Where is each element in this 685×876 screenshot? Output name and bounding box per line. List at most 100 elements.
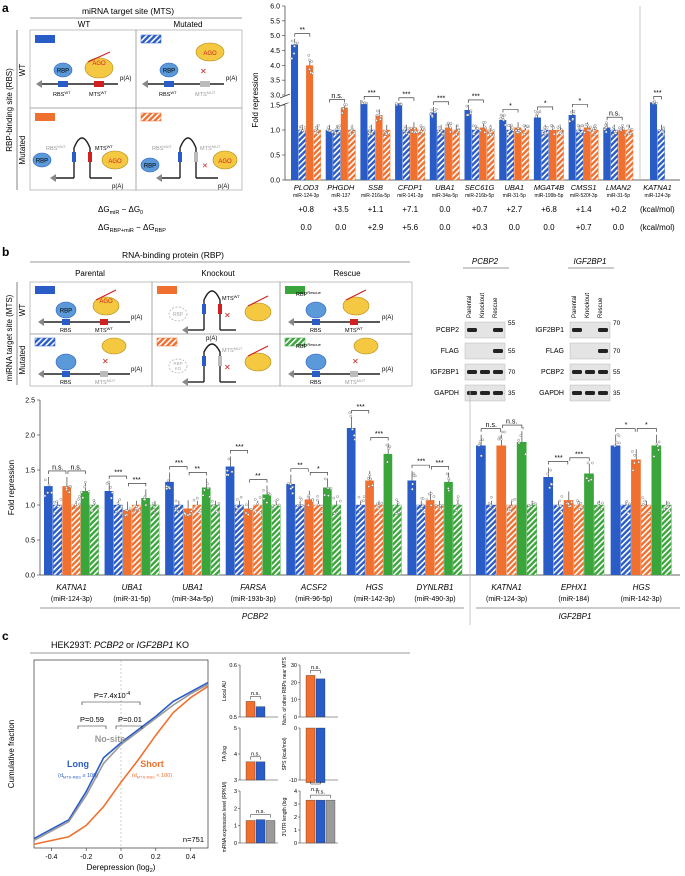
sig-label: *** xyxy=(402,91,410,98)
data-point xyxy=(541,132,544,135)
bar xyxy=(365,480,374,575)
data-point xyxy=(362,495,366,499)
data-point xyxy=(630,128,634,131)
bar xyxy=(407,480,417,575)
blot-membrane xyxy=(569,321,611,339)
data-point xyxy=(342,107,345,111)
col-parental: Parental xyxy=(75,269,105,278)
data-point xyxy=(299,128,302,132)
data-point xyxy=(411,487,414,491)
data-point xyxy=(536,112,539,115)
bar xyxy=(444,127,452,180)
data-point xyxy=(550,483,553,486)
data-point xyxy=(87,490,91,493)
legend-swatch-rescue-wt xyxy=(285,286,305,294)
dg-row1-unit: (kcal/mol) xyxy=(640,205,675,214)
mirna-label: miR-124-3p xyxy=(293,193,319,199)
dg-mir-value: +2.7 xyxy=(506,205,522,214)
chart-b-ylabel: Fold repression xyxy=(7,460,16,515)
data-point xyxy=(74,503,77,507)
data-point xyxy=(568,119,571,123)
data-point xyxy=(383,130,386,133)
data-point xyxy=(604,123,607,127)
y-tick-label: 0.5 xyxy=(270,153,280,160)
data-point xyxy=(571,117,575,121)
data-point xyxy=(387,447,391,450)
axis-break xyxy=(279,93,291,99)
data-point xyxy=(296,41,299,45)
data-point xyxy=(604,130,608,134)
data-point xyxy=(503,430,507,434)
data-point xyxy=(526,124,529,128)
dg-mir-value: +7.1 xyxy=(402,205,418,214)
chart-a: Fold repression 3.0 3.5 4.0 4.5 5.0 5.5 6.0 0.0… xyxy=(251,4,680,199)
blot-lane-label: Rescue xyxy=(598,297,604,318)
small-sig-bracket xyxy=(310,781,321,785)
data-point xyxy=(653,100,656,104)
small-tick-label: 4 xyxy=(294,789,297,795)
mirna-label: (miR-96-5p) xyxy=(295,596,332,603)
data-point xyxy=(77,495,81,498)
bar-mutated xyxy=(573,504,584,576)
small-ylabel: Local AU xyxy=(222,681,228,701)
data-point xyxy=(336,131,339,135)
data-point xyxy=(577,501,580,505)
legend-swatch-wt-wt xyxy=(35,35,55,43)
data-point xyxy=(376,506,380,510)
bar-mutated xyxy=(641,504,652,576)
category-label: DYNLRB1 xyxy=(417,583,454,592)
data-point xyxy=(379,117,382,121)
y-tick-label: 3.5 xyxy=(270,78,280,85)
data-point xyxy=(262,497,266,500)
rbp-rescue-label: RBPRescue xyxy=(296,290,322,298)
block-x-icon: ✕ xyxy=(202,163,208,170)
category-label: LMAN2 xyxy=(606,183,632,192)
data-point xyxy=(77,498,80,501)
dg-mir-value: +1.4 xyxy=(576,205,592,214)
data-point xyxy=(454,133,458,136)
data-point xyxy=(195,496,199,500)
bar-mutated xyxy=(234,504,244,576)
legend-swatch-parental-wt xyxy=(35,286,55,294)
data-point xyxy=(512,129,515,132)
data-point xyxy=(585,476,589,480)
data-point xyxy=(249,508,253,511)
data-point xyxy=(433,111,437,114)
bar xyxy=(244,508,253,575)
data-point xyxy=(516,126,520,130)
blot-membrane xyxy=(464,321,506,339)
data-point xyxy=(119,511,122,515)
data-point xyxy=(517,441,521,445)
series-label-long: Long xyxy=(67,759,89,769)
data-point xyxy=(411,482,414,486)
bar xyxy=(486,129,495,181)
category-label: UBA1 xyxy=(182,583,203,592)
sig-label: *** xyxy=(357,404,365,411)
category-label: PHGDH xyxy=(327,183,355,192)
data-point xyxy=(447,487,450,490)
blot-band xyxy=(467,328,477,332)
bar-mutated xyxy=(150,504,160,576)
data-point xyxy=(353,131,356,135)
bar xyxy=(183,508,193,575)
x-tick-label: -0.2 xyxy=(80,854,92,861)
data-point xyxy=(665,505,669,509)
data-point xyxy=(290,57,294,60)
data-point xyxy=(412,474,416,478)
data-point xyxy=(595,506,599,509)
data-point xyxy=(661,127,665,131)
data-point xyxy=(267,491,270,495)
dg-rbp-value: 0.0 xyxy=(613,223,625,232)
western-blots: PCBP2 Parental Knockout Rescue PCBP2 55 FLAG 55… xyxy=(430,257,621,402)
sig-label: ** xyxy=(297,462,303,469)
panel-b-row-wt: WT xyxy=(18,304,27,317)
rbp-rescue-label: RBPRescue xyxy=(296,342,322,350)
data-point xyxy=(500,430,504,434)
blot-band xyxy=(572,328,582,332)
bar xyxy=(563,500,574,575)
data-point xyxy=(484,126,487,130)
bar-mutated xyxy=(526,504,537,576)
data-point xyxy=(377,113,381,117)
rbs-label: RBS xyxy=(310,380,322,386)
bar-mutated xyxy=(192,504,202,576)
